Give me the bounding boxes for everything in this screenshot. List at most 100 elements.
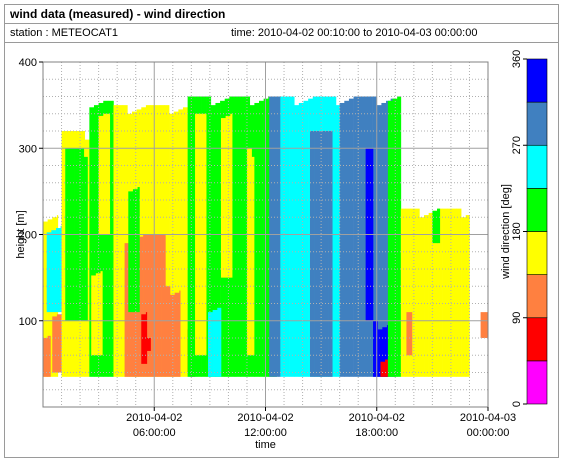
heatmap-cell — [386, 325, 389, 377]
heatmap-cell — [61, 131, 67, 377]
heatmap-cell — [465, 215, 470, 377]
heatmap-cell — [381, 102, 387, 377]
colorbar-segment — [526, 231, 548, 275]
heatmap-cell — [93, 105, 99, 377]
heatmap-cell — [137, 187, 140, 313]
heatmap-cell — [339, 102, 345, 377]
heatmap-cell — [410, 208, 416, 377]
heatmap-cell — [91, 275, 97, 356]
heatmap-cell — [303, 100, 309, 377]
heatmap-cell — [385, 359, 389, 377]
heatmap-cell — [215, 102, 221, 377]
heatmap-cell — [269, 96, 275, 377]
heatmap-cell — [230, 113, 233, 278]
heatmap-cell — [405, 208, 411, 377]
heatmap-cell — [173, 111, 179, 377]
colorbar-segment — [526, 101, 548, 146]
heatmap-cell — [132, 189, 138, 313]
heatmap-cell — [353, 96, 359, 377]
axes: 100 200 300 400 2010-04-02 06:00:00 2010-04-02… — [15, 57, 516, 451]
heatmap-cell — [451, 208, 457, 377]
colorbar-tick-label: 0 — [511, 401, 523, 407]
colorbar-label: wind direction [deg] — [500, 184, 512, 280]
heatmap-cell — [235, 96, 241, 377]
heatmap-cell — [178, 109, 184, 377]
heatmap-cell — [376, 105, 382, 377]
grid-lines — [43, 62, 488, 407]
heatmap-cell — [182, 107, 188, 377]
heatmap-cell — [278, 96, 281, 377]
heatmap-cell — [146, 338, 151, 351]
heatmap-cell — [113, 105, 119, 377]
colorbar-tick-label: 90 — [511, 312, 523, 324]
heatmap-cell — [331, 96, 337, 377]
heatmap-cell — [233, 96, 237, 377]
title-bar: wind data (measured) - wind direction — [5, 5, 558, 24]
heatmap-cell — [83, 156, 88, 321]
heatmap-cell — [380, 361, 386, 377]
heatmap-cell — [319, 131, 325, 377]
heatmap-cell — [348, 98, 354, 377]
heatmap-cell — [124, 243, 130, 377]
heatmap-cell — [212, 309, 218, 377]
colorbar: 0 90 180 270 360 wind direction [deg] — [500, 50, 548, 407]
x-axis-label: time — [255, 439, 276, 451]
heatmap-cell — [397, 96, 402, 377]
heatmap-cell — [433, 210, 439, 377]
heatmap-cell — [161, 234, 166, 377]
heatmap-cell — [323, 131, 329, 377]
heatmap-cell — [406, 312, 412, 356]
heatmap-cell — [400, 208, 406, 377]
heatmap-cell — [55, 228, 61, 313]
heatmap-cell — [414, 208, 420, 377]
heatmap-cell — [432, 210, 438, 244]
heatmap-cell — [51, 230, 57, 313]
colorbar-segment — [526, 144, 548, 189]
heatmap-cell — [157, 234, 162, 377]
heatmap-cell — [187, 96, 193, 377]
heatmap-cell — [362, 96, 368, 377]
heatmap-cell — [461, 217, 467, 377]
station-label: station : METEOCAT1 — [10, 27, 118, 39]
heatmap-cell — [246, 148, 252, 356]
heatmap-cell — [442, 208, 448, 377]
heatmap-cell — [382, 327, 388, 377]
heatmap-cell — [335, 105, 340, 377]
heatmap-cell — [118, 105, 124, 377]
heatmap-cell — [208, 312, 213, 377]
heatmap-cell — [485, 312, 489, 338]
heatmap-cell — [344, 100, 350, 377]
heatmap-cell — [206, 96, 212, 377]
heatmap-cell — [143, 234, 149, 377]
heatmap-cell — [89, 107, 95, 377]
heatmap-cells — [43, 96, 489, 377]
heatmap-cell — [179, 290, 181, 377]
heatmap-cell — [107, 113, 111, 235]
heatmap-cell — [43, 221, 48, 377]
time-range-label: time: 2010-04-02 00:10:00 to 2010-04-03 … — [231, 27, 478, 39]
colorbar-segment — [526, 58, 548, 103]
colorbar-segment — [526, 317, 548, 362]
heatmap-cell — [112, 100, 114, 377]
heatmap-cell — [328, 131, 333, 377]
heatmap-cell — [141, 314, 147, 364]
x-tick-label-date: 2010-04-02 — [349, 412, 405, 424]
x-tick-label-time: 18:00:00 — [355, 427, 398, 439]
colorbar-tick-label: 180 — [511, 222, 523, 240]
heatmap-cell — [164, 105, 170, 377]
heatmap-cell — [52, 316, 58, 373]
heatmap-cell — [169, 113, 175, 377]
heatmap-cell — [221, 118, 226, 278]
colorbar-tick-label: 360 — [511, 50, 523, 68]
heatmap-cell — [289, 96, 295, 377]
heatmap-cell — [103, 113, 109, 235]
colorbar-segment — [526, 188, 548, 232]
heatmap-cell — [373, 320, 378, 377]
heatmap-cell — [107, 100, 113, 377]
heatmap-cell — [419, 217, 425, 377]
x-tick-label-date: 2010-04-02 — [237, 412, 293, 424]
heatmap-cell — [437, 208, 443, 377]
chart-title: wind data (measured) - wind direction — [10, 7, 226, 21]
heatmap-cell — [165, 286, 171, 377]
